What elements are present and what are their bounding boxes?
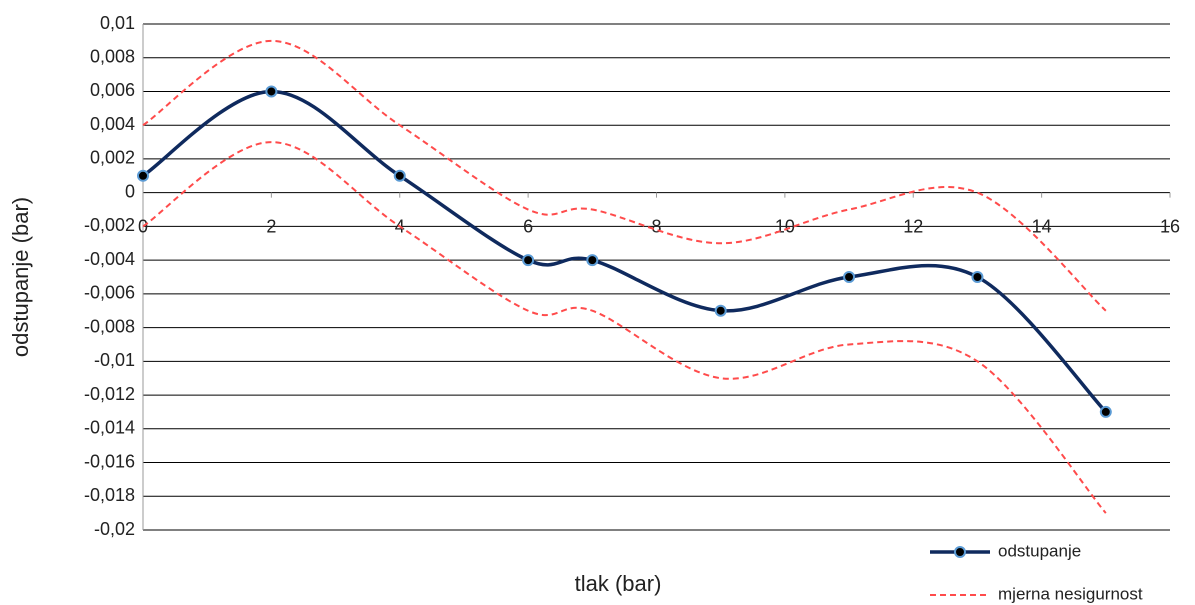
x-tick-label: 16 [1160,216,1180,236]
x-tick-label: 14 [1032,216,1052,236]
legend-label: odstupanje [998,541,1081,560]
y-tick-label: 0,002 [90,148,135,168]
y-axis-title: odstupanje (bar) [8,197,33,357]
marker [265,85,278,98]
y-tick-label: -0,01 [94,350,135,370]
deviation-line [142,89,1108,414]
x-tick-label: 2 [266,216,276,236]
marker [393,169,406,182]
marker [137,169,149,182]
marker [971,271,984,283]
y-tick-label: 0,004 [90,114,135,134]
y-tick-label: -0,014 [84,418,135,438]
x-tick-label: 12 [903,216,923,236]
y-tick-label: -0,016 [84,451,135,471]
x-tick-label: 0 [138,216,148,236]
legend-label: mjerna nesigurnost [998,584,1143,603]
y-tick-label: -0,012 [84,384,135,404]
y-tick-label: 0,008 [90,46,135,66]
marker [586,254,599,267]
marker [714,304,727,317]
y-tick-label: -0,008 [84,316,135,336]
y-tick-label: 0 [125,181,135,201]
y-tick-label: -0,02 [94,519,135,539]
y-tick-label: -0,002 [84,215,135,235]
x-tick-label: 10 [775,216,795,236]
uncertainty-lower [142,141,1107,514]
y-tick-label: -0,018 [84,485,135,505]
uncertainty-upper [142,39,1107,312]
y-tick-label: -0,004 [84,249,135,269]
legend-swatch [954,546,966,558]
marker [522,254,535,267]
x-tick-label: 8 [651,216,661,236]
x-tick-label: 6 [523,216,533,236]
y-tick-label: -0,006 [84,283,135,303]
x-axis-title: tlak (bar) [575,571,662,596]
y-tick-label: 0,006 [90,80,135,100]
y-tick-label: 0,01 [100,13,135,33]
marker [843,271,856,283]
marker [1099,405,1112,418]
